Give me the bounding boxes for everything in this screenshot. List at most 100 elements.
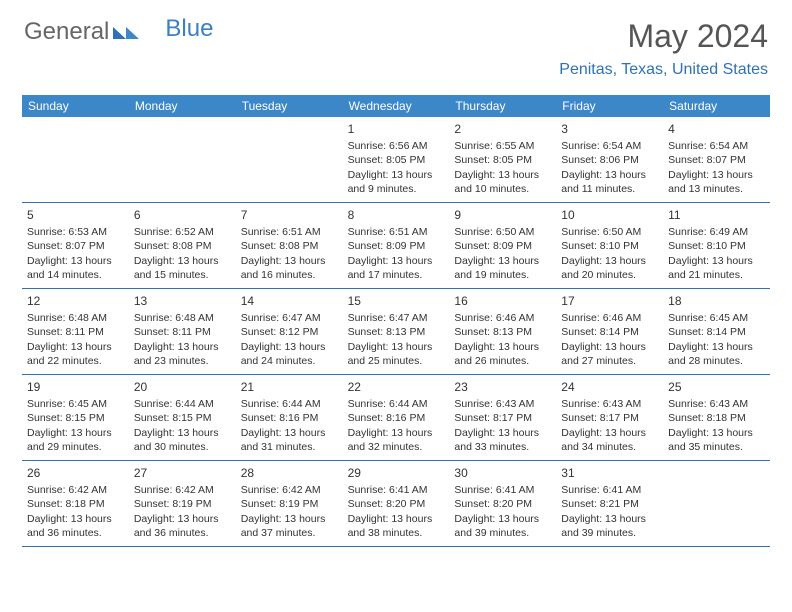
sunrise-line: Sunrise: 6:42 AM (27, 483, 124, 497)
calendar-cell: 30Sunrise: 6:41 AMSunset: 8:20 PMDayligh… (449, 461, 556, 547)
sunset-line: Sunset: 8:10 PM (668, 239, 765, 253)
calendar-cell (236, 117, 343, 203)
day-number: 29 (348, 465, 445, 481)
sunrise-line: Sunrise: 6:49 AM (668, 225, 765, 239)
daylight-line: Daylight: 13 hours and 13 minutes. (668, 168, 765, 196)
calendar-cell: 8 Sunrise: 6:51 AMSunset: 8:09 PMDaylight… (343, 203, 450, 289)
sunset-line: Sunset: 8:05 PM (454, 153, 551, 167)
sunrise-line: Sunrise: 6:46 AM (561, 311, 658, 325)
sunset-line: Sunset: 8:09 PM (348, 239, 445, 253)
sunrise-line: Sunrise: 6:46 AM (454, 311, 551, 325)
day-number: 24 (561, 379, 658, 395)
sunrise-line: Sunrise: 6:44 AM (348, 397, 445, 411)
calendar-body: 1Sunrise: 6:56 AMSunset: 8:05 PMDaylight… (22, 117, 770, 547)
calendar-header-row: SundayMondayTuesdayWednesdayThursdayFrid… (22, 95, 770, 117)
sunset-line: Sunset: 8:20 PM (454, 497, 551, 511)
sunset-line: Sunset: 8:15 PM (27, 411, 124, 425)
day-name-wednesday: Wednesday (343, 95, 450, 117)
calendar-cell: 9Sunrise: 6:50 AMSunset: 8:09 PMDaylight… (449, 203, 556, 289)
daylight-line: Daylight: 13 hours and 31 minutes. (241, 426, 338, 454)
daylight-line: Daylight: 13 hours and 21 minutes. (668, 254, 765, 282)
day-number: 5 (27, 207, 124, 223)
sunset-line: Sunset: 8:15 PM (134, 411, 231, 425)
daylight-line: Daylight: 13 hours and 34 minutes. (561, 426, 658, 454)
sunset-line: Sunset: 8:08 PM (134, 239, 231, 253)
daylight-line: Daylight: 13 hours and 36 minutes. (27, 512, 124, 540)
day-name-thursday: Thursday (449, 95, 556, 117)
sunset-line: Sunset: 8:14 PM (668, 325, 765, 339)
calendar-cell: 10Sunrise: 6:50 AMSunset: 8:10 PMDayligh… (556, 203, 663, 289)
calendar-cell (22, 117, 129, 203)
sunset-line: Sunset: 8:19 PM (241, 497, 338, 511)
day-number: 15 (348, 293, 445, 309)
daylight-line: Daylight: 13 hours and 32 minutes. (348, 426, 445, 454)
day-name-sunday: Sunday (22, 95, 129, 117)
calendar-cell: 22Sunrise: 6:44 AMSunset: 8:16 PMDayligh… (343, 375, 450, 461)
sunset-line: Sunset: 8:09 PM (454, 239, 551, 253)
daylight-line: Daylight: 13 hours and 15 minutes. (134, 254, 231, 282)
day-name-saturday: Saturday (663, 95, 770, 117)
sunrise-line: Sunrise: 6:51 AM (348, 225, 445, 239)
daylight-line: Daylight: 13 hours and 9 minutes. (348, 168, 445, 196)
calendar-cell: 23Sunrise: 6:43 AMSunset: 8:17 PMDayligh… (449, 375, 556, 461)
sunset-line: Sunset: 8:18 PM (668, 411, 765, 425)
sunrise-line: Sunrise: 6:41 AM (561, 483, 658, 497)
calendar-cell: 11Sunrise: 6:49 AMSunset: 8:10 PMDayligh… (663, 203, 770, 289)
calendar-cell: 2 Sunrise: 6:55 AMSunset: 8:05 PMDaylight… (449, 117, 556, 203)
daylight-line: Daylight: 13 hours and 30 minutes. (134, 426, 231, 454)
sunset-line: Sunset: 8:21 PM (561, 497, 658, 511)
sunset-line: Sunset: 8:08 PM (241, 239, 338, 253)
calendar-cell: 4Sunrise: 6:54 AMSunset: 8:07 PMDaylight… (663, 117, 770, 203)
sunset-line: Sunset: 8:12 PM (241, 325, 338, 339)
sunrise-line: Sunrise: 6:48 AM (27, 311, 124, 325)
day-number: 8 (348, 207, 445, 223)
sunrise-line: Sunrise: 6:48 AM (134, 311, 231, 325)
daylight-line: Daylight: 13 hours and 17 minutes. (348, 254, 445, 282)
sunrise-line: Sunrise: 6:43 AM (454, 397, 551, 411)
header: General Blue May 2024 Penitas, Texas, Un… (0, 0, 792, 85)
daylight-line: Daylight: 13 hours and 24 minutes. (241, 340, 338, 368)
sunrise-line: Sunrise: 6:55 AM (454, 139, 551, 153)
day-name-monday: Monday (129, 95, 236, 117)
daylight-line: Daylight: 13 hours and 33 minutes. (454, 426, 551, 454)
calendar: SundayMondayTuesdayWednesdayThursdayFrid… (22, 95, 770, 547)
daylight-line: Daylight: 13 hours and 26 minutes. (454, 340, 551, 368)
calendar-cell: 31Sunrise: 6:41 AMSunset: 8:21 PMDayligh… (556, 461, 663, 547)
calendar-cell: 26 Sunrise: 6:42 AMSunset: 8:18 PMDayligh… (22, 461, 129, 547)
daylight-line: Daylight: 13 hours and 16 minutes. (241, 254, 338, 282)
daylight-line: Daylight: 13 hours and 38 minutes. (348, 512, 445, 540)
sunrise-line: Sunrise: 6:45 AM (668, 311, 765, 325)
calendar-cell: 27Sunrise: 6:42 AMSunset: 8:19 PMDayligh… (129, 461, 236, 547)
calendar-cell: 21Sunrise: 6:44 AMSunset: 8:16 PMDayligh… (236, 375, 343, 461)
sunrise-line: Sunrise: 6:41 AM (348, 483, 445, 497)
calendar-cell: 28Sunrise: 6:42 AMSunset: 8:19 PMDayligh… (236, 461, 343, 547)
day-number: 2 (454, 121, 551, 137)
sunset-line: Sunset: 8:10 PM (561, 239, 658, 253)
day-number: 16 (454, 293, 551, 309)
day-name-tuesday: Tuesday (236, 95, 343, 117)
sunrise-line: Sunrise: 6:43 AM (561, 397, 658, 411)
sunrise-line: Sunrise: 6:43 AM (668, 397, 765, 411)
sunrise-line: Sunrise: 6:51 AM (241, 225, 338, 239)
logo: General Blue (24, 18, 213, 46)
sunset-line: Sunset: 8:18 PM (27, 497, 124, 511)
sunrise-line: Sunrise: 6:56 AM (348, 139, 445, 153)
sunset-line: Sunset: 8:13 PM (348, 325, 445, 339)
day-number: 26 (27, 465, 124, 481)
calendar-cell: 13Sunrise: 6:48 AMSunset: 8:11 PMDayligh… (129, 289, 236, 375)
daylight-line: Daylight: 13 hours and 10 minutes. (454, 168, 551, 196)
month-title: May 2024 (559, 18, 768, 55)
sunset-line: Sunset: 8:07 PM (668, 153, 765, 167)
day-number: 7 (241, 207, 338, 223)
sunrise-line: Sunrise: 6:54 AM (561, 139, 658, 153)
day-number: 27 (134, 465, 231, 481)
sunrise-line: Sunrise: 6:47 AM (348, 311, 445, 325)
day-number: 25 (668, 379, 765, 395)
calendar-cell: 1Sunrise: 6:56 AMSunset: 8:05 PMDaylight… (343, 117, 450, 203)
sunrise-line: Sunrise: 6:52 AM (134, 225, 231, 239)
daylight-line: Daylight: 13 hours and 14 minutes. (27, 254, 124, 282)
sunrise-line: Sunrise: 6:50 AM (561, 225, 658, 239)
sunrise-line: Sunrise: 6:42 AM (241, 483, 338, 497)
calendar-cell: 15Sunrise: 6:47 AMSunset: 8:13 PMDayligh… (343, 289, 450, 375)
sunset-line: Sunset: 8:20 PM (348, 497, 445, 511)
